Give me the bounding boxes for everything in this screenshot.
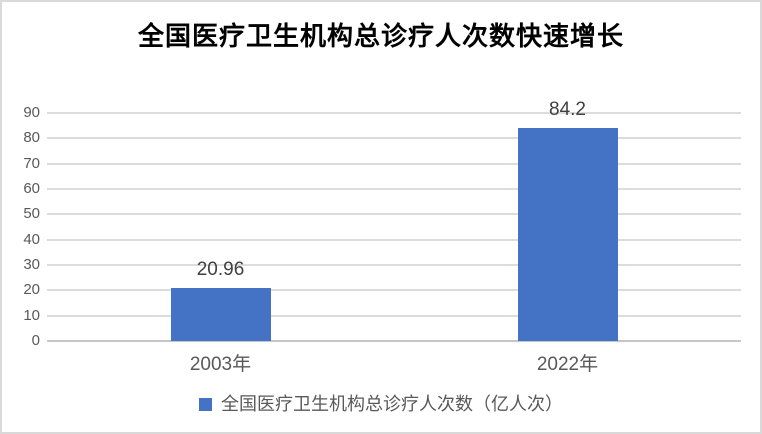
legend: 全国医疗卫生机构总诊疗人次数（亿人次） (2, 392, 760, 416)
legend-label: 全国医疗卫生机构总诊疗人次数（亿人次） (221, 394, 563, 414)
y-axis-tick-label: 20 (23, 281, 40, 299)
gridline (47, 314, 741, 317)
chart-bar (170, 287, 271, 341)
y-axis-tick-label: 80 (23, 129, 40, 147)
gridline (47, 238, 741, 241)
y-axis-tick-label: 90 (23, 104, 40, 121)
gridline (47, 188, 741, 190)
gridline (47, 137, 741, 140)
chart-title: 全国医疗卫生机构总诊疗人次数快速增长 (137, 21, 624, 51)
gridline (47, 264, 741, 266)
y-axis-tick-label: 0 (31, 332, 40, 349)
gridline (47, 213, 741, 216)
x-axis-category-label: 2022年 (536, 354, 599, 375)
y-axis-labels: 0 10 20 30 40 50 60 70 80 90 (2, 104, 40, 349)
gridline (47, 162, 741, 165)
y-axis-tick-label: 50 (23, 205, 40, 223)
x-axis-line (47, 340, 741, 342)
chart-bar (517, 127, 618, 341)
y-axis-tick-label: 30 (23, 256, 40, 273)
bar-value-label: 20.96 (196, 258, 245, 280)
bar-value-label: 84.2 (549, 98, 586, 120)
legend-swatch-icon (199, 397, 212, 411)
gridline (47, 112, 741, 114)
y-axis-tick-label: 10 (23, 306, 40, 324)
y-axis-tick-label: 60 (23, 180, 40, 197)
gridline (47, 289, 741, 292)
plot-area: 20.96 2003年 84.2 2022年 (47, 99, 741, 375)
x-axis-category-label: 2003年 (189, 354, 252, 375)
y-axis-tick-label: 40 (23, 230, 40, 248)
y-axis-tick-label: 70 (23, 154, 40, 172)
